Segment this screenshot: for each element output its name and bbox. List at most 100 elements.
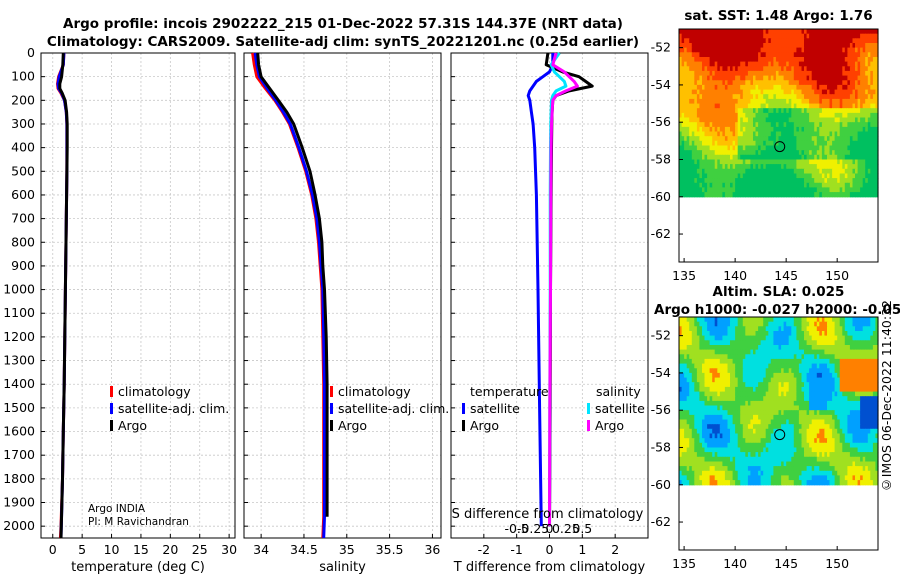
- map-cell: [770, 182, 774, 189]
- map-cell: [694, 112, 698, 119]
- map-cell: [770, 192, 774, 198]
- map-cell: [714, 386, 718, 393]
- map-cell: [727, 140, 731, 147]
- map-cell: [699, 89, 703, 95]
- map-cell: [679, 33, 683, 39]
- map-cell: [824, 66, 828, 72]
- map-cell: [862, 368, 866, 374]
- map-cell: [781, 326, 785, 332]
- map-cell: [699, 52, 703, 58]
- map-cell: [801, 159, 805, 165]
- map-cell: [737, 29, 741, 35]
- map-cell: [798, 178, 803, 184]
- map-cell: [709, 424, 713, 430]
- map-cell: [704, 159, 708, 165]
- map-cell: [732, 108, 736, 114]
- map-cell: [737, 340, 741, 346]
- map-cell: [827, 372, 831, 379]
- map-cell: [860, 38, 864, 44]
- map-cell: [837, 122, 841, 128]
- map-cell: [783, 66, 787, 72]
- map-cell: [809, 354, 813, 360]
- map-cell: [855, 382, 859, 388]
- map-cell: [696, 98, 701, 105]
- map-cell: [681, 70, 685, 77]
- map-cell: [832, 405, 836, 411]
- map-cell: [702, 47, 706, 53]
- map-cell: [781, 103, 785, 109]
- map-cell: [783, 382, 787, 388]
- legend-swatch: [462, 403, 465, 414]
- map-cell: [852, 108, 856, 114]
- map-cell: [793, 126, 797, 133]
- map-cell: [867, 84, 871, 91]
- map-cell: [763, 140, 767, 147]
- map-cell: [719, 349, 723, 355]
- map-cell: [773, 386, 777, 393]
- map-cell: [679, 173, 683, 179]
- map-cell: [875, 150, 879, 156]
- map-cell: [791, 391, 795, 397]
- map-cell: [862, 349, 866, 355]
- map-cell: [727, 419, 731, 425]
- map-cell: [702, 66, 706, 72]
- map-cell: [839, 70, 843, 77]
- map-cell: [875, 29, 879, 35]
- map-cell: [727, 368, 731, 374]
- map-cell: [855, 154, 859, 161]
- map-cell: [814, 70, 818, 77]
- map-cell: [745, 182, 749, 189]
- map-cell: [735, 354, 739, 360]
- map-cell: [814, 368, 818, 374]
- map-cell: [722, 349, 726, 355]
- map-cell: [839, 414, 843, 421]
- map-cell: [750, 145, 754, 151]
- map-cell: [827, 145, 831, 151]
- map-cell: [809, 168, 813, 175]
- map-cell: [724, 182, 729, 189]
- map-cell: [712, 52, 716, 58]
- map-cell: [867, 43, 871, 49]
- map-cell: [870, 154, 874, 161]
- map-cell: [696, 159, 701, 165]
- map-cell: [806, 164, 810, 170]
- map-cell: [844, 377, 848, 383]
- map-cell: [796, 66, 800, 72]
- map-cell: [829, 182, 833, 189]
- title-line-1: Argo profile: incois 2902222_215 01-Dec-…: [63, 16, 623, 32]
- map-cell: [821, 159, 826, 165]
- map-cell: [801, 108, 805, 114]
- map-cell: [847, 419, 851, 425]
- map-cell: [704, 368, 708, 374]
- map-cell: [765, 70, 769, 77]
- map-cell: [684, 414, 688, 421]
- map-cell: [849, 410, 854, 416]
- map-cell: [709, 112, 713, 119]
- map-cell: [702, 377, 706, 383]
- map-cell: [860, 103, 864, 109]
- map-cell: [742, 192, 746, 198]
- map-cell: [704, 164, 708, 170]
- map-cell: [699, 354, 703, 360]
- map-cell: [768, 187, 772, 193]
- map-cell: [704, 84, 708, 91]
- map-cell: [860, 368, 864, 374]
- map-cell: [806, 33, 810, 39]
- map-cell: [827, 164, 831, 170]
- map-cell: [724, 98, 729, 105]
- map-cell: [696, 140, 701, 147]
- map-cell: [681, 419, 685, 425]
- map-cell: [781, 38, 785, 44]
- map-cell: [696, 52, 701, 58]
- map-cell: [684, 122, 688, 128]
- map-cell: [849, 33, 854, 39]
- map-cell: [679, 358, 683, 365]
- map-cell: [750, 340, 754, 346]
- map-cell: [857, 70, 861, 77]
- map-cell: [781, 340, 785, 346]
- map-cell: [742, 103, 746, 109]
- map-cell: [742, 424, 746, 430]
- map-cell: [804, 410, 808, 416]
- map-cell: [793, 122, 797, 128]
- map-cell: [747, 112, 752, 119]
